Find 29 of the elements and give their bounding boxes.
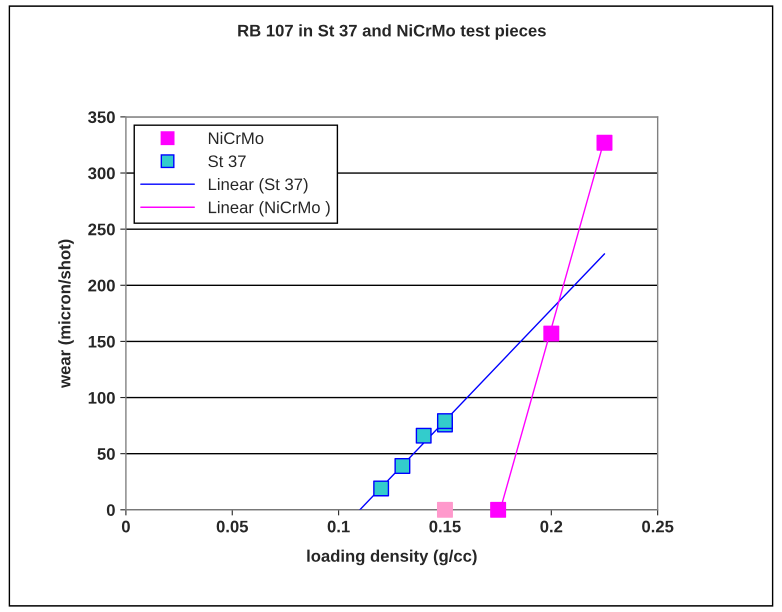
x-tick-label: 0 <box>122 520 130 532</box>
point <box>436 413 453 430</box>
x-tick-label: 0.15 <box>429 520 461 532</box>
legend-label: NiCrMo <box>208 132 264 144</box>
point <box>596 134 612 151</box>
chart-title: RB 107 in St 37 and NiCrMo test pieces <box>238 24 546 40</box>
y-tick-label: 0 <box>106 504 115 516</box>
point <box>436 502 453 518</box>
x-tick-label: 0.25 <box>642 520 674 532</box>
y-tick-label: 50 <box>97 448 115 460</box>
y-tick-label: 200 <box>88 280 115 292</box>
legend-label: St 37 <box>208 155 246 168</box>
x-tick-label: 0.2 <box>540 520 562 532</box>
y-tick-label: 250 <box>88 224 115 236</box>
y-axis-title: wear (micron/shot) <box>58 240 74 388</box>
y-tick-label: 100 <box>88 392 115 404</box>
point <box>416 428 432 444</box>
point <box>394 458 410 474</box>
legend-label: Linear (NiCrMo ) <box>208 201 330 217</box>
x-axis-title: loading density (g/cc) <box>307 550 477 566</box>
legend-label: Linear (St 37) <box>208 178 308 194</box>
point <box>373 480 390 496</box>
x-tick-label: 0.1 <box>328 520 350 532</box>
y-tick-label: 300 <box>88 167 115 180</box>
point <box>543 326 560 342</box>
x-tick-label: 0.05 <box>216 520 248 532</box>
y-tick-label: 350 <box>88 111 115 124</box>
y-tick-label: 150 <box>88 336 115 348</box>
point <box>490 502 506 518</box>
